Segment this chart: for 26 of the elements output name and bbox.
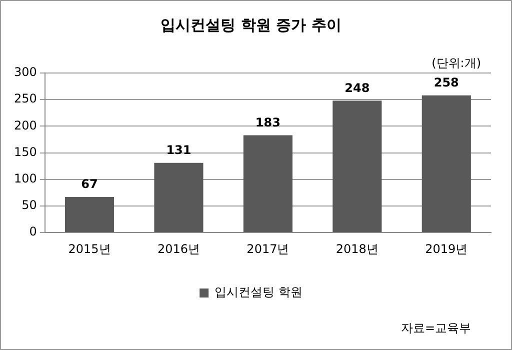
chart-title: 입시컨설팅 학원 증가 추이 <box>160 16 342 34</box>
y-tick-label: 200 <box>14 118 37 132</box>
bar <box>243 135 292 232</box>
data-label: 131 <box>166 143 192 158</box>
x-tick-label: 2016년 <box>157 242 200 256</box>
bar <box>422 95 471 232</box>
y-tick-label: 300 <box>14 65 37 80</box>
data-label: 67 <box>81 177 98 192</box>
data-label: 183 <box>255 115 280 130</box>
bar <box>64 196 114 232</box>
bar <box>332 100 382 232</box>
y-tick-label: 100 <box>14 172 37 186</box>
legend-label: 입시컨설팅 학원 <box>214 285 302 300</box>
x-tick-label: 2017년 <box>246 242 290 256</box>
text: 자료=교육부 <box>400 320 471 337</box>
data-label: 258 <box>434 75 459 90</box>
x-tick-label: 2015년 <box>68 242 111 256</box>
y-tick-label: 0 <box>29 224 37 239</box>
y-tick-label: 250 <box>14 92 37 106</box>
x-tick-label: 2018년 <box>336 242 378 256</box>
y-tick-label: 50 <box>22 198 37 212</box>
x-tick-label: 2019년 <box>425 242 468 256</box>
text: (단위:개) <box>432 55 481 72</box>
data-label: 248 <box>344 80 370 95</box>
bar <box>154 162 204 232</box>
y-tick-label: 150 <box>14 144 37 159</box>
